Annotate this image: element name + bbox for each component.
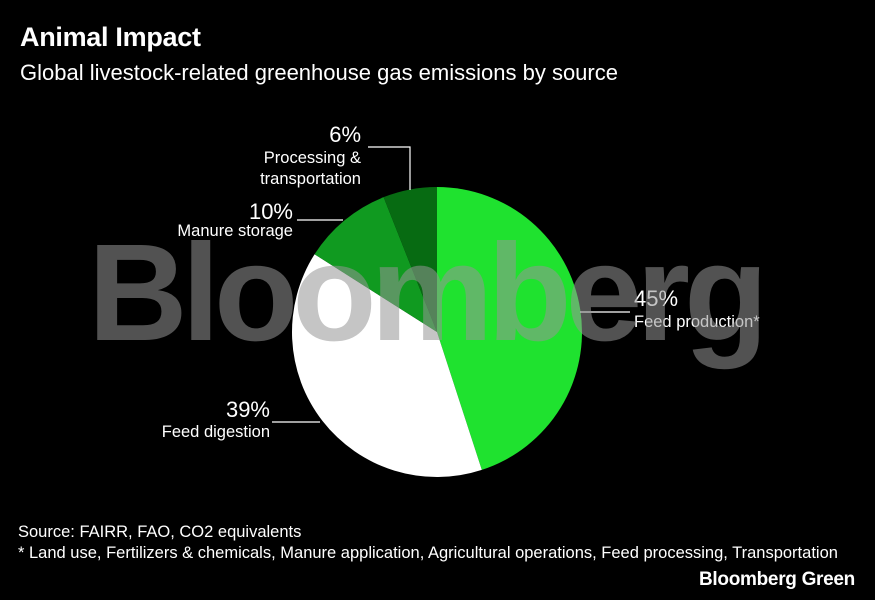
slice-label-feed-production: Feed production*	[634, 313, 760, 331]
chart-footer: Source: FAIRR, FAO, CO2 equivalents * La…	[18, 522, 838, 564]
slice-label-feed-digestion: Feed digestion	[162, 423, 270, 441]
source-note: Source: FAIRR, FAO, CO2 equivalents	[18, 523, 302, 541]
slice-label-processing-line1: Processing &	[264, 149, 361, 167]
slice-value-manure-storage: 10%	[249, 199, 293, 224]
slice-value-feed-digestion: 39%	[226, 397, 270, 422]
slice-value-feed-production: 45%	[634, 286, 678, 311]
leader-lines	[272, 146, 630, 423]
pie-slice-manure-storage	[314, 197, 437, 332]
slice-value-processing: 6%	[329, 122, 361, 147]
pie-slice-feed-production	[437, 187, 582, 470]
footnote: * Land use, Fertilizers & chemicals, Man…	[18, 544, 838, 562]
slice-label-processing-line2: transportation	[260, 170, 361, 188]
slice-label-manure-storage: Manure storage	[177, 222, 293, 240]
bloomberg-green-logo: Bloomberg Green	[699, 569, 855, 590]
pie-slice-processing-transportation	[383, 187, 437, 332]
chart-title: Animal Impact	[20, 22, 201, 52]
leader-line-processing	[368, 146, 411, 190]
chart-subtitle: Global livestock-related greenhouse gas …	[20, 60, 618, 85]
pie-slice-feed-digestion	[292, 254, 482, 477]
pie-slices	[292, 187, 582, 477]
